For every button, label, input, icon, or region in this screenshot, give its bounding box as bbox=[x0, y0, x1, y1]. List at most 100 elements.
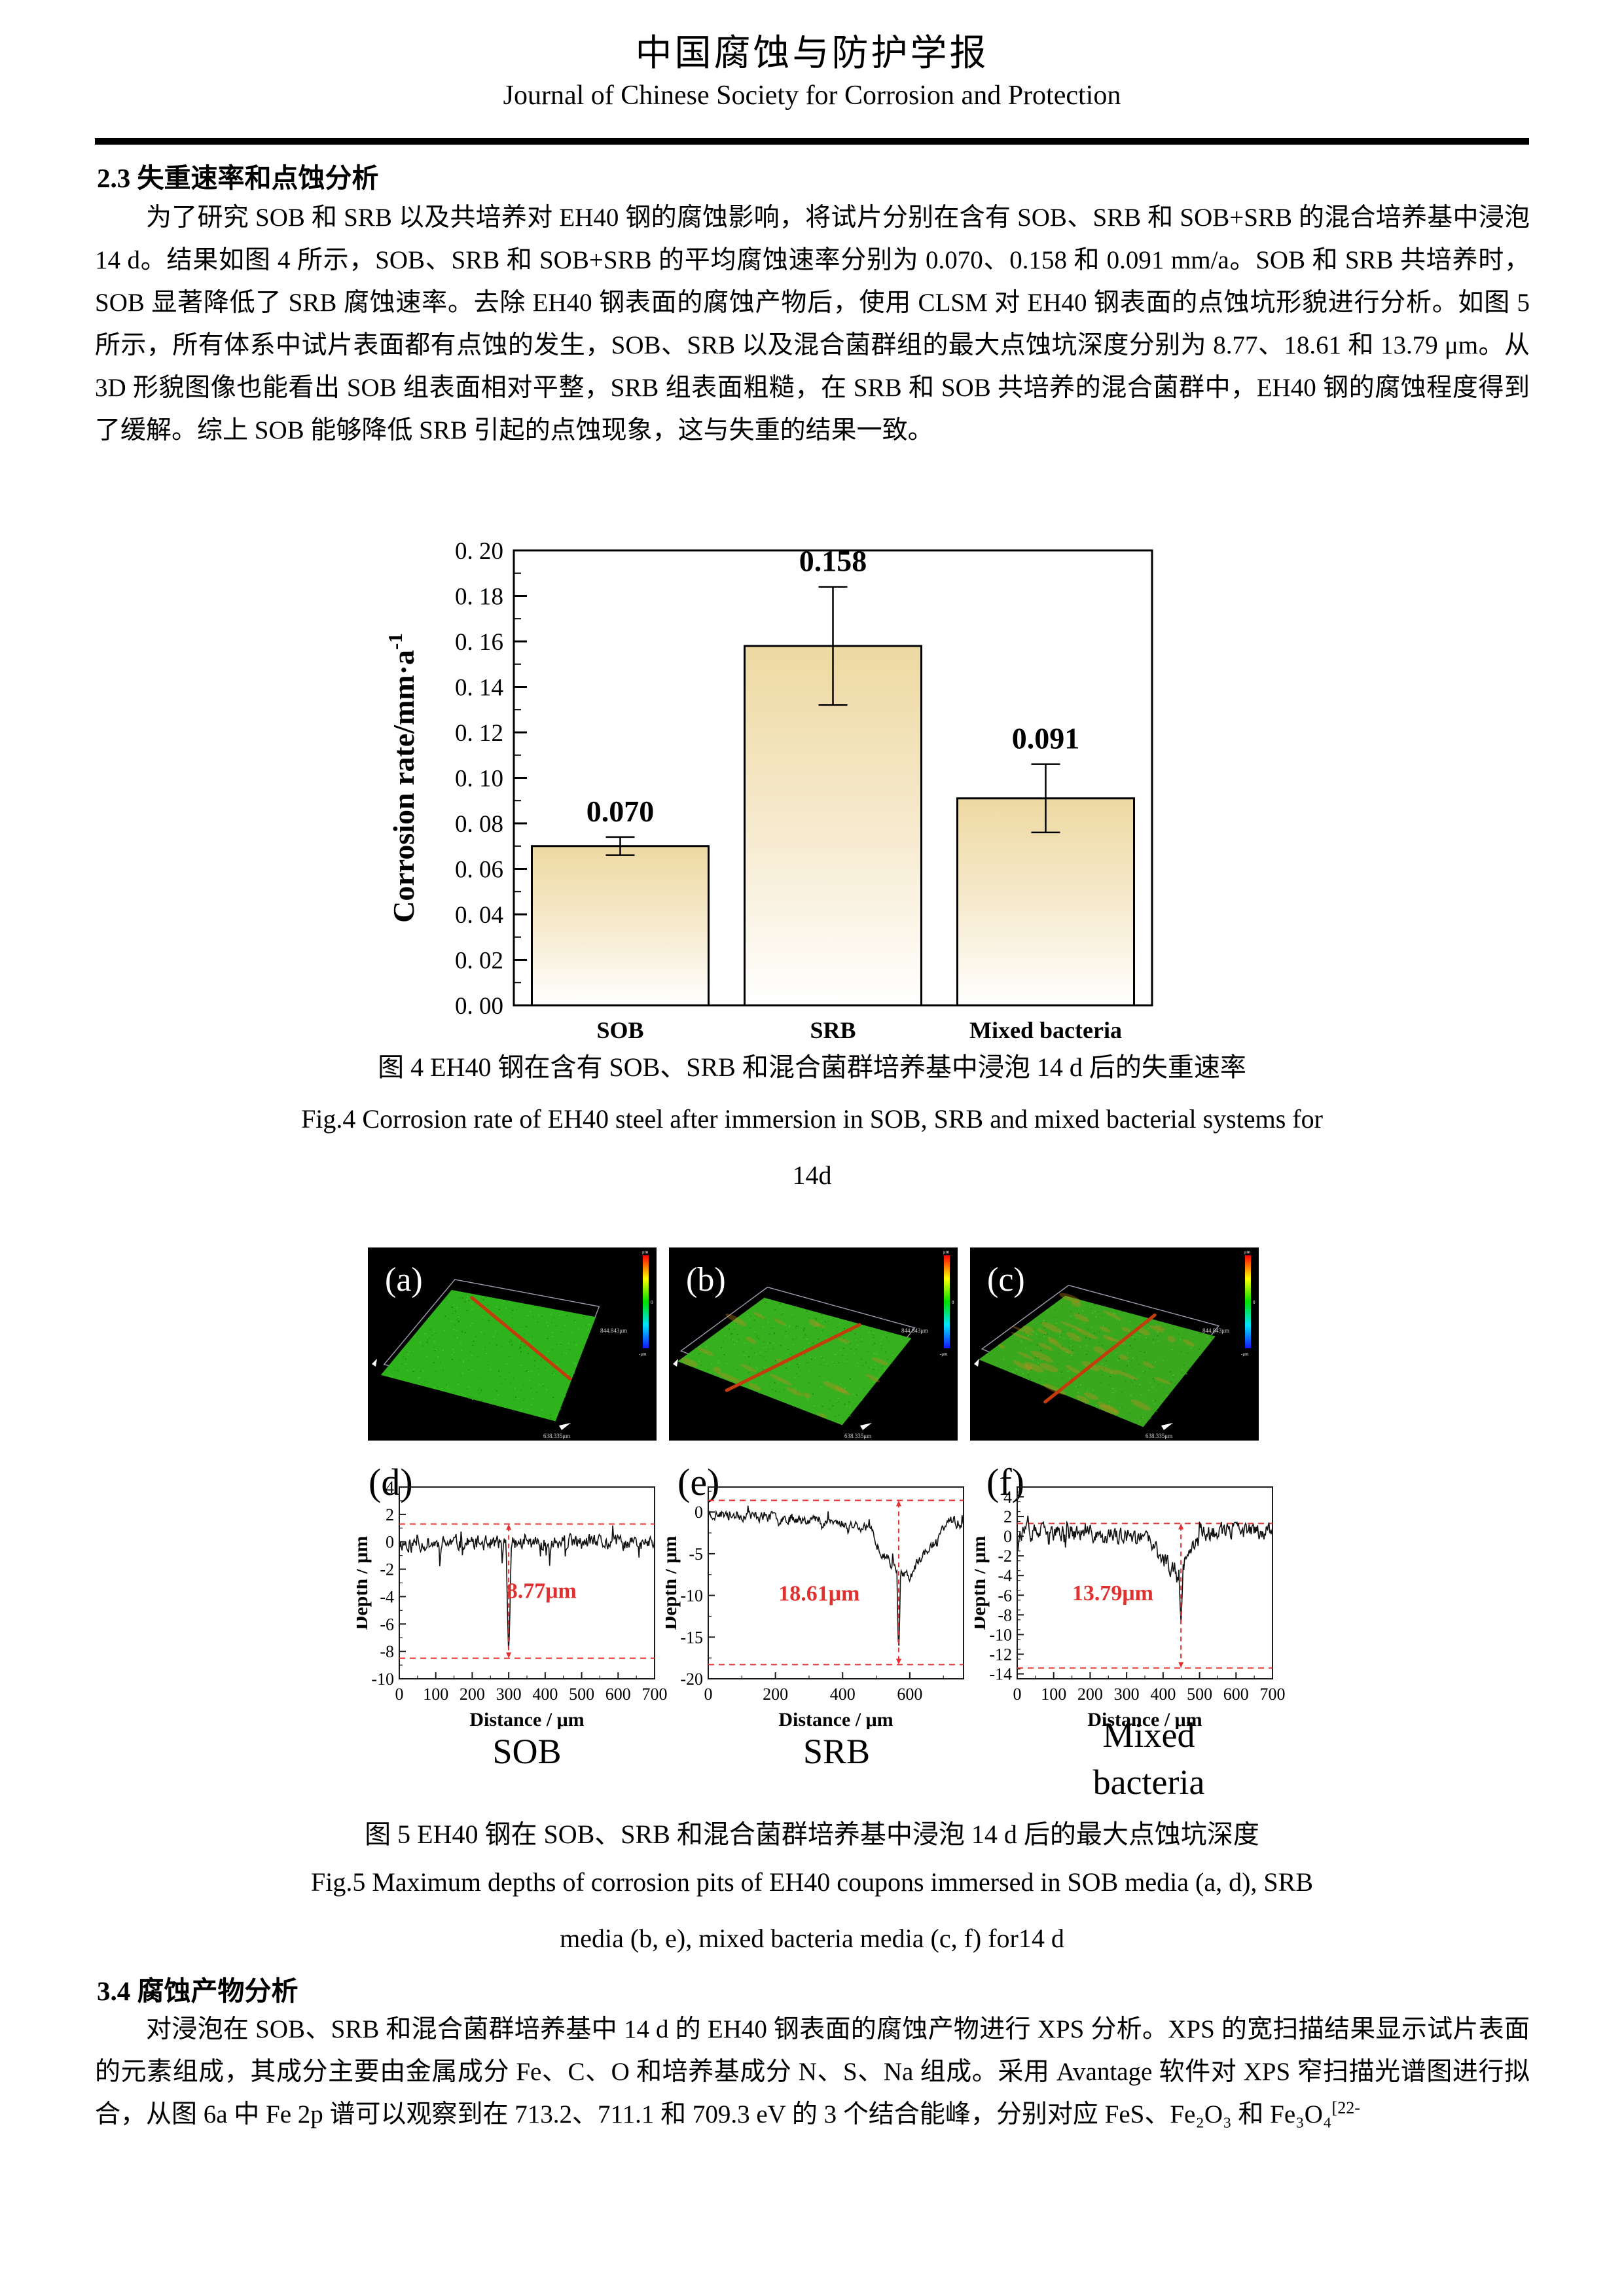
surface-texture bbox=[813, 1405, 815, 1407]
surface-texture bbox=[1040, 1350, 1042, 1352]
surface-texture bbox=[584, 1337, 586, 1339]
surface-texture bbox=[1206, 1336, 1208, 1338]
surface-texture bbox=[807, 1399, 809, 1400]
surface-texture bbox=[549, 1418, 551, 1419]
surface-texture bbox=[1162, 1359, 1164, 1361]
surface-texture bbox=[467, 1297, 469, 1299]
orange-corrosion-patch bbox=[725, 1314, 747, 1326]
surface-texture bbox=[573, 1372, 575, 1374]
surface-texture bbox=[522, 1400, 525, 1401]
surface-texture bbox=[456, 1315, 459, 1316]
surface-texture bbox=[530, 1340, 532, 1342]
surface-texture bbox=[836, 1402, 838, 1404]
x-axis-title: Distance / μm bbox=[778, 1709, 893, 1729]
surface-texture bbox=[562, 1311, 564, 1312]
surface-texture bbox=[458, 1297, 461, 1299]
surface-texture bbox=[1087, 1353, 1089, 1355]
surface-texture bbox=[466, 1310, 468, 1312]
surface-texture bbox=[1148, 1389, 1150, 1391]
surface-texture bbox=[512, 1310, 514, 1311]
surface-texture bbox=[408, 1351, 410, 1352]
surface-texture bbox=[1094, 1310, 1096, 1312]
surface-texture bbox=[846, 1361, 848, 1363]
orange-corrosion-patch bbox=[1149, 1325, 1164, 1333]
surface-texture bbox=[477, 1376, 479, 1378]
x-tick-label: 400 bbox=[532, 1685, 558, 1704]
surface-texture bbox=[812, 1342, 814, 1344]
section-3-4-paragraph: 对浸泡在 SOB、SRB 和混合菌群培养基中 14 d 的 EH40 钢表面的腐… bbox=[95, 2008, 1530, 2136]
surface-texture bbox=[448, 1318, 450, 1320]
orange-corrosion-patch bbox=[1058, 1346, 1074, 1355]
surface-texture bbox=[1003, 1347, 1005, 1349]
surface-texture bbox=[1046, 1310, 1048, 1312]
surface-texture bbox=[841, 1355, 844, 1356]
surface-texture bbox=[748, 1356, 750, 1357]
surface-texture bbox=[433, 1346, 435, 1348]
surface-texture bbox=[856, 1348, 857, 1350]
y-axis-title: Depth / μm bbox=[357, 1536, 372, 1630]
surface-texture bbox=[863, 1388, 865, 1390]
surface-texture bbox=[770, 1327, 772, 1329]
surface-texture bbox=[762, 1369, 764, 1371]
surface-texture bbox=[420, 1371, 422, 1372]
surface-texture bbox=[837, 1401, 839, 1403]
surface-texture bbox=[1098, 1331, 1100, 1333]
surface-texture bbox=[471, 1308, 473, 1310]
surface-texture bbox=[437, 1356, 439, 1358]
surface-texture bbox=[500, 1383, 502, 1385]
surface-texture bbox=[821, 1406, 823, 1407]
surface-texture bbox=[1003, 1359, 1005, 1360]
y-tick-label: 4 bbox=[386, 1478, 394, 1497]
surface-texture bbox=[547, 1325, 549, 1326]
surface-texture bbox=[875, 1367, 877, 1369]
orange-corrosion-patch bbox=[713, 1367, 721, 1374]
surface-texture bbox=[475, 1336, 477, 1337]
surface-texture bbox=[1103, 1325, 1105, 1326]
surface-texture bbox=[471, 1369, 473, 1371]
surface-texture bbox=[1131, 1348, 1134, 1350]
surface-texture bbox=[1079, 1384, 1082, 1386]
surface-texture bbox=[1158, 1384, 1160, 1385]
surface-texture bbox=[497, 1394, 499, 1396]
orange-corrosion-patch bbox=[1066, 1332, 1082, 1342]
surface-texture bbox=[1172, 1374, 1174, 1376]
surface-texture bbox=[480, 1297, 482, 1299]
scan-width-label: 844.843μm bbox=[1202, 1327, 1229, 1334]
surface-texture bbox=[439, 1361, 441, 1363]
surface-texture bbox=[1172, 1376, 1174, 1378]
surface-texture bbox=[487, 1364, 490, 1366]
surface-texture bbox=[1070, 1345, 1072, 1346]
surface-texture bbox=[795, 1338, 797, 1339]
y-tick-label: -14 bbox=[989, 1664, 1012, 1683]
surface-texture bbox=[466, 1388, 469, 1390]
surface-texture bbox=[748, 1318, 751, 1320]
surface-texture bbox=[523, 1333, 526, 1335]
surface-texture bbox=[876, 1377, 878, 1379]
surface-texture bbox=[467, 1369, 470, 1371]
surface-texture bbox=[575, 1365, 577, 1367]
surface-texture bbox=[1157, 1332, 1159, 1333]
surface-texture bbox=[405, 1358, 406, 1360]
surface-texture bbox=[1199, 1348, 1200, 1350]
fig5-panel-a-clsm: μm 0 -μm 844.843μm 638.335μm (a) bbox=[368, 1247, 657, 1441]
surface-texture bbox=[870, 1367, 872, 1369]
surface-texture bbox=[1154, 1399, 1157, 1401]
surface-texture bbox=[750, 1316, 752, 1317]
surface-texture bbox=[1072, 1349, 1074, 1351]
surface-texture bbox=[473, 1340, 475, 1342]
surface-texture bbox=[1151, 1364, 1153, 1365]
surface-texture bbox=[1127, 1360, 1129, 1362]
surface-texture bbox=[1142, 1371, 1144, 1372]
surface-texture bbox=[1016, 1372, 1018, 1374]
surface-texture bbox=[769, 1385, 771, 1387]
orange-corrosion-patch bbox=[1011, 1332, 1033, 1341]
surface-texture bbox=[478, 1392, 480, 1394]
surface-texture bbox=[523, 1397, 525, 1399]
surface-texture bbox=[1026, 1365, 1028, 1366]
surface-texture bbox=[530, 1311, 532, 1312]
colorbar-mid-label: 0 bbox=[952, 1300, 954, 1305]
colorbar-bottom-label: -μm bbox=[1241, 1352, 1249, 1357]
surface-texture bbox=[520, 1364, 522, 1366]
surface-texture bbox=[850, 1331, 852, 1332]
surface-texture bbox=[755, 1367, 757, 1368]
